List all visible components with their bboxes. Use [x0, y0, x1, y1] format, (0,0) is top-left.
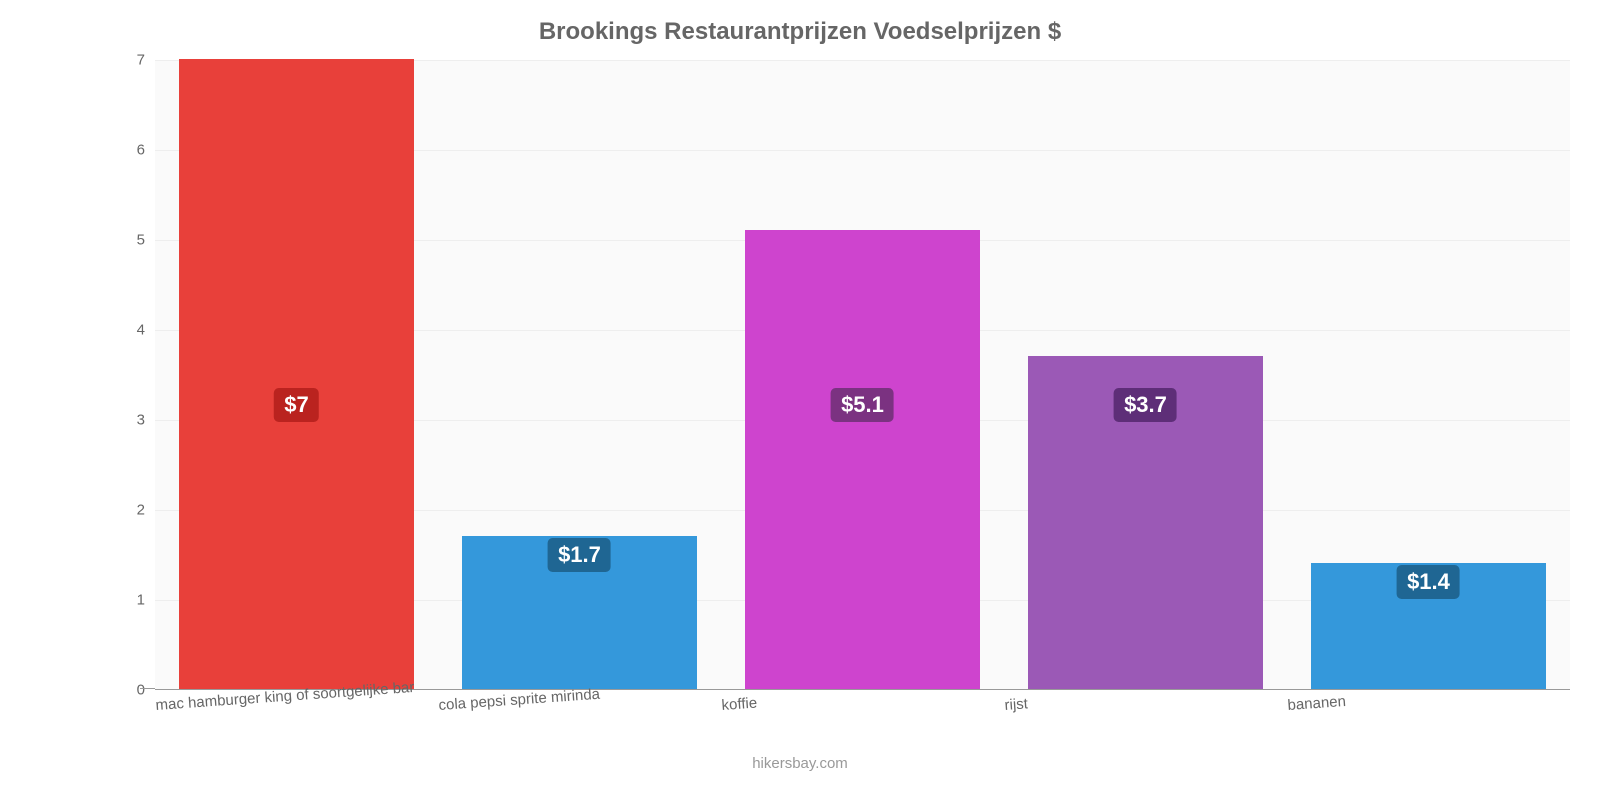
bar: $5.1	[745, 230, 980, 689]
bar-value-label: $1.4	[1397, 565, 1460, 599]
axis-tick-mark	[140, 688, 155, 689]
y-tick-label: 4	[137, 322, 155, 339]
y-tick-label: 1	[137, 592, 155, 609]
y-tick-label: 6	[137, 142, 155, 159]
bar: $7	[179, 59, 414, 689]
y-tick-label: 5	[137, 232, 155, 249]
attribution-text: hikersbay.com	[752, 755, 848, 772]
bar-value-label: $3.7	[1114, 388, 1177, 422]
y-tick-label: 2	[137, 502, 155, 519]
y-tick-label: 7	[137, 52, 155, 69]
bar-value-label: $1.7	[548, 538, 611, 572]
bar: $1.7	[462, 536, 697, 689]
x-tick-label: cola pepsi sprite mirinda	[438, 686, 601, 714]
y-tick-label: 0	[137, 682, 155, 699]
chart-title: Brookings Restaurantprijzen Voedselprijz…	[0, 0, 1600, 46]
bar: $1.4	[1311, 563, 1546, 689]
y-tick-label: 3	[137, 412, 155, 429]
bar-value-label: $7	[274, 388, 318, 422]
chart-plot-area: 01234567$7mac hamburger king of soortgel…	[155, 60, 1570, 690]
x-tick-label: rijst	[1004, 695, 1028, 714]
x-tick-label: bananen	[1287, 693, 1346, 714]
bar-value-label: $5.1	[831, 388, 894, 422]
bar: $3.7	[1028, 356, 1263, 689]
x-tick-label: koffie	[721, 695, 758, 714]
plot-background: 01234567$7mac hamburger king of soortgel…	[155, 60, 1570, 690]
